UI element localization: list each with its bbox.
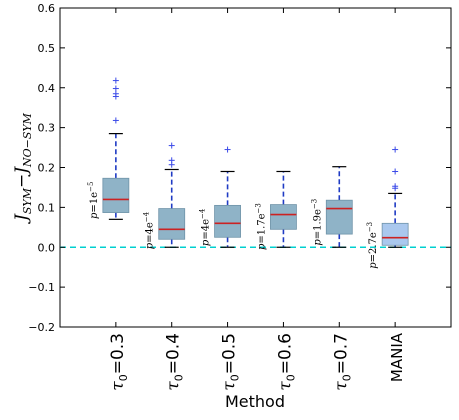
x-tick-label-text: τ0=0.3	[108, 333, 130, 391]
p-value-text: p=1.9e−3	[310, 199, 323, 246]
x-tick-label-text: τ0=0.6	[275, 333, 297, 391]
tau-value: =0.3	[108, 333, 128, 374]
box-group	[270, 170, 297, 248]
p-value-label: p=4e−4	[143, 211, 156, 249]
y-tick-label: 0.1	[38, 201, 56, 214]
tau-subscript: 0	[229, 374, 242, 381]
category-name: MANIA	[388, 332, 406, 382]
p-value: =2.7e	[368, 232, 379, 262]
p-exponent: −3	[366, 222, 374, 232]
tau-symbol: τ	[164, 381, 184, 391]
y-tick-label: −0.1	[28, 281, 55, 294]
x-tick-label: τ0=0.7	[331, 333, 353, 391]
y-label-base-2: J	[12, 166, 32, 177]
tau-symbol: τ	[275, 381, 295, 391]
x-tick-label: τ0=0.4	[164, 333, 186, 391]
x-axis-ticks: τ0=0.3τ0=0.4τ0=0.5τ0=0.6τ0=0.7 MANIA	[108, 8, 406, 391]
box-group	[381, 146, 409, 248]
x-tick-label-text: τ0=0.4	[164, 333, 186, 391]
p-value-text: p=2.7e−3	[366, 222, 379, 269]
tau-symbol: τ	[108, 381, 128, 391]
p-value-text: p=1e−5	[87, 182, 100, 219]
box-group	[158, 142, 186, 248]
box-iqr	[158, 208, 186, 240]
x-tick-label-text: τ0=0.7	[331, 333, 353, 391]
x-tick-label-text: MANIA	[388, 332, 406, 382]
p-value-text: p=4e−4	[143, 211, 156, 249]
tau-value: =0.5	[220, 333, 240, 374]
tau-value: =0.4	[164, 333, 184, 374]
y-axis-ticks: −0.2 −0.1 0.0 0.1 0.2 0.3 0.4 0.5 0.6	[28, 2, 451, 334]
box-iqr	[270, 204, 297, 230]
box-group	[325, 166, 353, 248]
p-value-label: p=2.7e−3	[366, 222, 379, 269]
x-tick-label: τ0=0.6	[275, 333, 297, 391]
y-axis-label-text: JSYM−JNO−SYM	[12, 112, 34, 224]
p-value-label: p=1e−5	[87, 182, 100, 219]
boxes-layer	[102, 77, 409, 248]
p-symbol: p	[201, 239, 212, 246]
p-symbol: p	[368, 262, 379, 269]
p-symbol: p	[145, 242, 156, 249]
p-value-text: p=1.7e−3	[254, 203, 267, 250]
x-axis-label: Method	[225, 392, 285, 411]
p-symbol: p	[256, 243, 267, 250]
x-tick-label: MANIA	[388, 332, 406, 382]
p-exponent: −3	[310, 199, 318, 209]
p-value-label: p=1.7e−3	[254, 203, 267, 250]
y-tick-label: 0.4	[38, 82, 56, 95]
p-value-label: p=1.9e−3	[310, 199, 323, 246]
p-value-labels-layer: p=1e−5p=4e−4p=4e−4p=1.7e−3p=1.9e−3p=2.7e…	[87, 182, 379, 269]
x-tick-label: τ0=0.5	[220, 333, 242, 391]
tau-subscript: 0	[284, 374, 297, 381]
box-iqr	[381, 222, 409, 246]
tau-value: =0.6	[275, 333, 295, 374]
y-label-sub-1: SYM	[21, 187, 34, 214]
y-tick-label: 0.3	[38, 122, 56, 135]
x-tick-label-text: τ0=0.5	[220, 333, 242, 391]
y-tick-label: −0.2	[28, 321, 55, 334]
box-group	[214, 146, 241, 248]
tau-value: =0.7	[331, 333, 351, 374]
p-value: =1.7e	[256, 213, 267, 243]
p-exponent: −3	[254, 203, 262, 213]
y-label-base-1: J	[12, 213, 32, 224]
tau-symbol: τ	[220, 381, 240, 391]
y-tick-label: 0.0	[38, 241, 56, 254]
y-tick-label: 0.5	[38, 42, 56, 55]
y-tick-label: 0.2	[38, 162, 56, 175]
y-label-sub-2: NO−SYM	[21, 112, 34, 168]
x-tick-label: τ0=0.3	[108, 333, 130, 391]
box-iqr	[325, 199, 353, 235]
p-exponent: −4	[199, 208, 207, 219]
y-label-minus: −	[12, 174, 32, 188]
box-group	[102, 77, 130, 220]
p-exponent: −5	[87, 182, 95, 192]
plot-area	[59, 7, 452, 328]
box-iqr	[214, 204, 241, 238]
p-value: =1e	[89, 192, 100, 213]
p-symbol: p	[312, 239, 323, 246]
p-value: =4e	[145, 222, 156, 243]
tau-subscript: 0	[173, 374, 186, 381]
tau-subscript: 0	[117, 374, 130, 381]
y-axis-label: JSYM−JNO−SYM	[12, 112, 34, 224]
p-exponent: −4	[143, 211, 151, 222]
p-value-text: p=4e−4	[199, 208, 212, 246]
p-symbol: p	[89, 212, 100, 219]
y-tick-label: 0.6	[38, 2, 56, 15]
p-value: =4e	[201, 219, 212, 240]
p-value-label: p=4e−4	[199, 208, 212, 246]
tau-subscript: 0	[340, 374, 353, 381]
p-value: =1.9e	[312, 209, 323, 239]
tau-symbol: τ	[331, 381, 351, 391]
box-iqr	[102, 177, 130, 213]
